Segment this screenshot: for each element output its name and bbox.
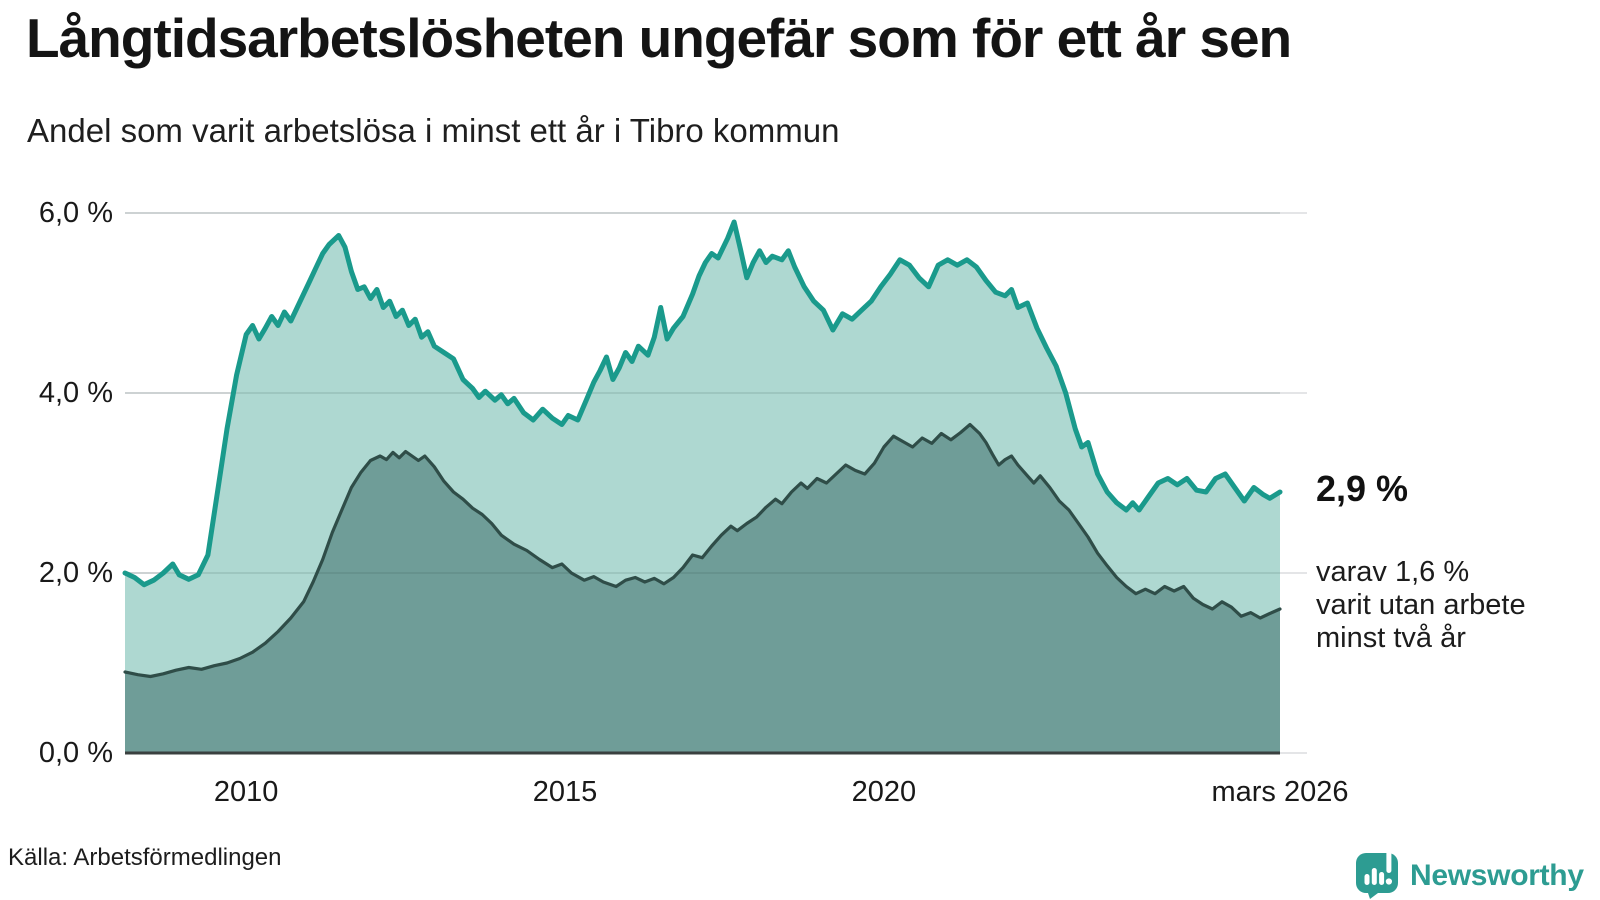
y-tick-label: 4,0 % [38,377,113,409]
x-tick-label: 2015 [532,776,598,808]
newsworthy-brand: Newsworthy [1354,848,1584,900]
x-tick-label: 2020 [851,776,917,808]
y-tick-label: 6,0 % [38,197,113,229]
note-line: varav 1,6 % [1316,556,1470,588]
area-fill-two-years [125,424,1280,753]
newsworthy-wordmark: Newsworthy [1410,859,1584,892]
y-tick-label: 2,0 % [38,557,113,589]
newsworthy-logo-icon [1356,849,1398,899]
y-tick-label: 0,0 % [38,737,113,769]
series-line-one-year [122,219,1283,588]
page-title: Långtidsarbetslösheten ungefär som för e… [26,7,1292,69]
x-tick-label: mars 2026 [1211,776,1349,808]
latest-value-label: 2,9 % [1316,468,1409,509]
page-subtitle: Andel som varit arbetslösa i minst ett å… [27,112,840,149]
series-line-two-years [123,422,1282,679]
note-line: minst två år [1316,622,1466,654]
note-line: varit utan arbete [1316,589,1526,621]
x-tick-label: 2010 [213,776,279,808]
source-credit: Källa: Arbetsförmedlingen [8,844,282,871]
secondary-value-note: varav 1,6 % varit utan arbete minst två … [1316,556,1526,655]
